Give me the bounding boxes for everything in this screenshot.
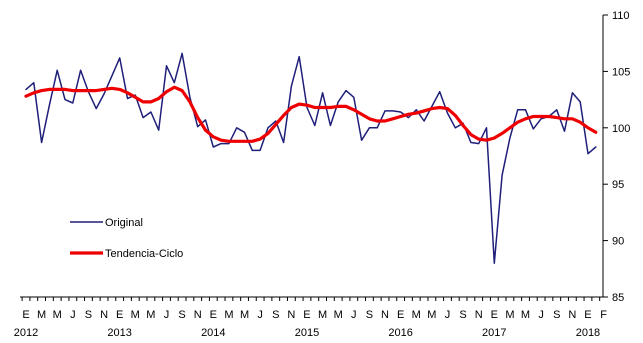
x-month-label: J — [70, 309, 76, 321]
x-month-label: J — [445, 309, 451, 321]
x-month-label: S — [178, 309, 185, 321]
x-month-label: J — [164, 309, 170, 321]
x-year-label: 2018 — [576, 327, 600, 339]
x-month-label: M — [131, 309, 140, 321]
x-month-label: N — [475, 309, 483, 321]
x-month-label: S — [85, 309, 92, 321]
x-month-label: E — [116, 309, 123, 321]
y-tick-label: 90 — [612, 236, 624, 248]
x-month-label: E — [22, 309, 29, 321]
x-month-label: N — [100, 309, 108, 321]
x-month-label: M — [318, 309, 327, 321]
x-month-label: S — [272, 309, 279, 321]
x-month-label: S — [553, 309, 560, 321]
x-month-label: M — [412, 309, 421, 321]
x-year-label: 2014 — [201, 327, 225, 339]
x-month-label: M — [240, 309, 249, 321]
x-month-label: J — [351, 309, 357, 321]
legend-label: Original — [105, 217, 143, 229]
series-layer — [24, 52, 598, 264]
x-month-label: J — [257, 309, 263, 321]
legend-label: Tendencia-Ciclo — [105, 248, 183, 260]
x-month-label: M — [427, 309, 436, 321]
x-month-label: N — [287, 309, 295, 321]
x-month-label: M — [146, 309, 155, 321]
x-month-label: E — [397, 309, 404, 321]
x-year-label: 2017 — [482, 327, 506, 339]
x-year-label: 2013 — [107, 327, 131, 339]
x-month-label: M — [521, 309, 530, 321]
x-month-label: M — [224, 309, 233, 321]
x-month-label: E — [584, 309, 591, 321]
x-month-label: M — [334, 309, 343, 321]
y-tick-label: 105 — [612, 66, 630, 78]
x-month-label: S — [366, 309, 373, 321]
x-year-label: 2012 — [14, 327, 38, 339]
x-month-label: S — [459, 309, 466, 321]
x-month-label: E — [303, 309, 310, 321]
x-month-label: M — [505, 309, 514, 321]
legend: Original Tendencia-Ciclo — [70, 217, 183, 260]
x-year-label: 2016 — [388, 327, 412, 339]
series-original-line — [25, 52, 597, 264]
x-month-label: N — [194, 309, 202, 321]
y-tick-label: 95 — [612, 179, 624, 191]
x-month-label: J — [538, 309, 544, 321]
series-trend-line — [24, 85, 598, 143]
y-tick-label: 110 — [612, 10, 630, 22]
x-month-label: N — [381, 309, 389, 321]
y-tick-label: 85 — [612, 292, 624, 304]
x-month-label: E — [210, 309, 217, 321]
x-month-label: M — [37, 309, 46, 321]
x-month-label: N — [568, 309, 576, 321]
x-year-label: 2015 — [295, 327, 319, 339]
x-month-label: M — [53, 309, 62, 321]
x-month-label: E — [491, 309, 498, 321]
x-month-label: F — [600, 309, 607, 321]
y-tick-label: 100 — [612, 123, 630, 135]
